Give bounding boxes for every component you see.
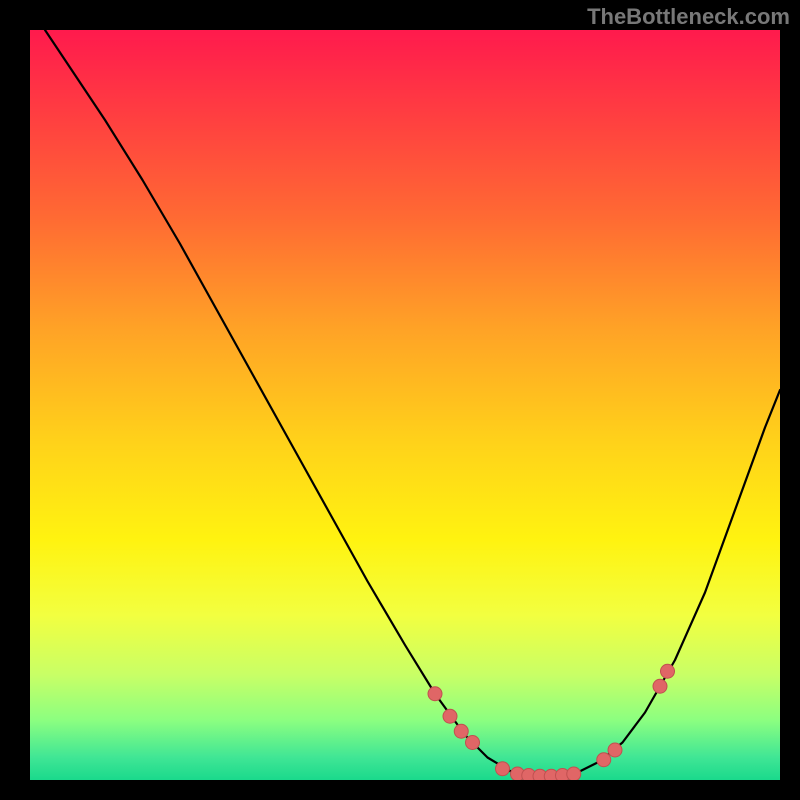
marker-point <box>428 687 442 701</box>
watermark-text: TheBottleneck.com <box>587 4 790 30</box>
marker-point <box>608 743 622 757</box>
marker-point <box>661 664 675 678</box>
plot-svg <box>30 30 780 780</box>
marker-point <box>653 679 667 693</box>
marker-point <box>443 709 457 723</box>
marker-point <box>567 767 581 780</box>
plot-area <box>30 30 780 780</box>
marker-point <box>454 724 468 738</box>
figure-container: TheBottleneck.com <box>0 0 800 800</box>
marker-point <box>466 736 480 750</box>
marker-point <box>597 753 611 767</box>
marker-point <box>496 762 510 776</box>
